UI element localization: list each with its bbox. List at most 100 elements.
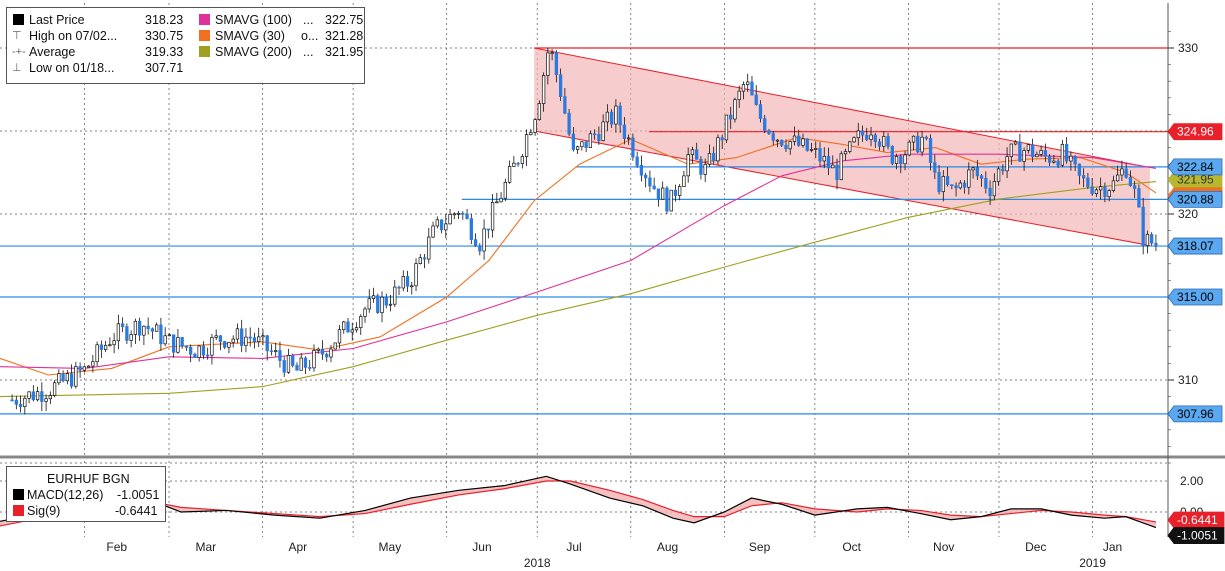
candle-body xyxy=(801,138,805,146)
candle-body xyxy=(1103,186,1107,198)
candle-body xyxy=(1145,234,1150,246)
candle-body xyxy=(797,135,801,146)
candle-body xyxy=(546,52,550,76)
candle-body xyxy=(1013,141,1018,145)
level-tag: 322.84 xyxy=(1167,158,1223,176)
candle-body xyxy=(159,324,163,345)
candle-body xyxy=(571,133,576,150)
candle-body xyxy=(269,350,274,353)
candle-body xyxy=(775,139,780,142)
month-label: May xyxy=(379,540,402,554)
candle-body xyxy=(750,81,754,96)
candle-body xyxy=(142,325,146,336)
candle-body xyxy=(1124,168,1128,178)
candle-body xyxy=(120,323,125,328)
candlesticks xyxy=(10,47,1158,415)
candle-body xyxy=(652,185,656,190)
candle-body xyxy=(720,137,724,141)
legend-value: 318.23 xyxy=(145,13,184,27)
candle-body xyxy=(176,337,180,353)
year-label: 2018 xyxy=(524,556,551,570)
candle-body xyxy=(979,175,984,179)
candle-body xyxy=(580,141,584,148)
candle-body xyxy=(856,130,860,139)
legend-row-swatch xyxy=(199,46,210,57)
month-label: Mar xyxy=(195,540,216,554)
legend-row-label: SMAVG (30) xyxy=(215,29,285,43)
candle-body xyxy=(231,338,235,343)
candle-body xyxy=(992,181,996,197)
candle-body xyxy=(712,153,716,162)
candle-body xyxy=(1064,143,1069,162)
candle-body xyxy=(342,321,346,331)
candle-body xyxy=(558,74,563,98)
candle-body xyxy=(767,130,771,134)
level-tag: 318.07 xyxy=(1167,237,1223,255)
candle-body xyxy=(533,119,537,133)
candle-body xyxy=(741,84,746,92)
candle-body xyxy=(397,286,401,289)
candle-body xyxy=(805,138,809,151)
candle-body xyxy=(261,335,265,338)
legend-row-swatch xyxy=(13,14,24,25)
candle-body xyxy=(329,348,333,358)
macd-fill xyxy=(0,476,1156,528)
axis-labels: 3303203102.000.00FebMarAprMayJunJulAugSe… xyxy=(106,41,1203,570)
candle-body xyxy=(235,328,240,340)
candle-body xyxy=(431,225,435,238)
macd-y-tick-label: 2.00 xyxy=(1180,474,1204,488)
candle-body xyxy=(108,344,112,347)
legend-row-label: SMAVG (100) xyxy=(215,13,292,27)
candle-body xyxy=(665,187,669,212)
candle-body xyxy=(218,335,223,342)
candle-body xyxy=(1026,144,1031,151)
candle-body xyxy=(529,132,533,135)
candle-body xyxy=(380,296,384,313)
candle-body xyxy=(1077,163,1082,176)
macd-legend: EURHUF BGN MACD(12,26) -1.0051 Sig(9) -0.64… xyxy=(6,466,166,522)
candle-body xyxy=(1069,155,1073,162)
candle-body xyxy=(639,165,644,176)
candle-body xyxy=(954,185,958,189)
candle-body xyxy=(274,350,278,352)
candle-body xyxy=(1030,144,1035,158)
candle-body xyxy=(320,348,325,355)
candle-body xyxy=(631,137,635,158)
candle-body xyxy=(337,329,342,344)
candle-body xyxy=(763,118,767,131)
candle-body xyxy=(499,197,503,203)
legend-row-label: High on 07/02... xyxy=(29,29,118,43)
candle-body xyxy=(478,245,482,252)
macd-tag-shape xyxy=(1167,527,1225,544)
candle-body xyxy=(703,164,707,175)
candle-body xyxy=(461,212,465,215)
candle-body xyxy=(95,344,99,363)
macd-tag-shape xyxy=(1167,511,1225,529)
candle-body xyxy=(227,341,231,348)
candle-body xyxy=(257,336,261,342)
candle-body xyxy=(950,184,954,187)
candle-body xyxy=(299,357,303,371)
candle-body xyxy=(184,345,189,348)
macd-legend-value: -1.0051 xyxy=(117,488,160,502)
horizontal-levels xyxy=(0,47,1168,415)
candle-body xyxy=(673,189,678,196)
candle-body xyxy=(18,403,23,408)
candle-body xyxy=(86,365,91,368)
candle-body xyxy=(388,303,393,306)
candle-body xyxy=(818,148,822,162)
candle-body xyxy=(746,81,750,85)
month-label: Jul xyxy=(566,540,581,554)
level-tag: 320.88 xyxy=(1167,190,1223,208)
candle-body xyxy=(346,321,350,333)
candle-body xyxy=(839,153,843,181)
candle-body xyxy=(490,202,495,231)
candle-body xyxy=(354,327,359,331)
candle-body xyxy=(1022,150,1026,162)
month-label: Jun xyxy=(472,540,491,554)
legend-value: 321.28 xyxy=(325,29,364,43)
candle-body xyxy=(295,365,299,371)
candle-body xyxy=(74,366,78,387)
candle-body xyxy=(316,348,320,351)
macd-legend-swatch xyxy=(13,505,24,516)
